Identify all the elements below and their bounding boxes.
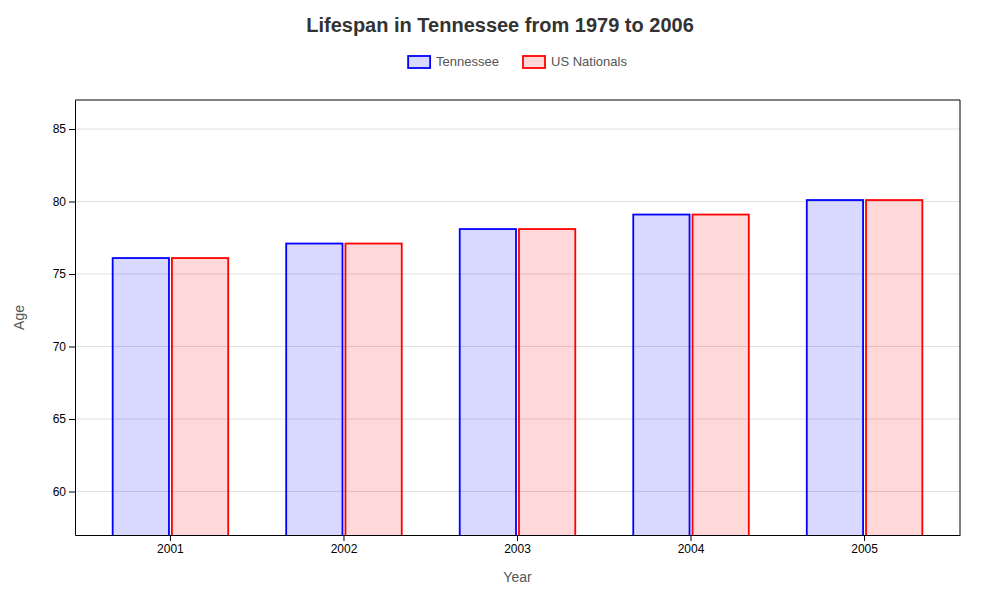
x-tick-mark [517, 535, 518, 541]
x-tick: 2005 [851, 535, 878, 556]
y-tick-label: 85 [53, 122, 67, 136]
x-axis-title: Year [503, 569, 532, 585]
x-tick-label: 2002 [331, 542, 358, 556]
frame [960, 100, 961, 535]
legend-label: US Nationals [551, 54, 627, 69]
x-tick: 2003 [504, 535, 531, 556]
y-tick-label: 70 [53, 340, 67, 354]
chart: Lifespan in Tennessee from 1979 to 2006 6… [0, 0, 1000, 600]
x-tick-label: 2003 [504, 542, 531, 556]
bar-series [172, 200, 922, 535]
y-tick: 70 [53, 340, 75, 354]
frame [75, 100, 960, 101]
bar [693, 215, 749, 535]
bar [172, 258, 228, 535]
bar [286, 244, 342, 535]
y-tick: 60 [53, 485, 75, 499]
y-tick-label: 65 [53, 412, 67, 426]
legend-item: Tennessee [408, 54, 499, 69]
plot: 60 65 70 75 80 85 2001 2002 2003 2004 2005 [53, 100, 961, 600]
y-tick: 85 [53, 122, 75, 136]
y-tick-label: 60 [53, 485, 67, 499]
title: Lifespan in Tennessee from 1979 to 2006 [306, 14, 694, 36]
x-tick: 2002 [331, 535, 358, 556]
y-tick-mark [69, 347, 75, 348]
x-tick-mark [691, 535, 692, 541]
x-tick: 2004 [678, 535, 705, 556]
y-tick-mark [69, 274, 75, 275]
bar [345, 244, 401, 535]
y-tick-label: 80 [53, 195, 67, 209]
y-tick-mark [69, 492, 75, 493]
legend: Tennessee US Nationals [408, 54, 627, 69]
bar-series [113, 200, 863, 535]
y-axis-line [75, 101, 76, 536]
bar [460, 229, 516, 535]
legend-label: Tennessee [436, 54, 499, 69]
bar [866, 200, 922, 535]
legend-item: US Nationals [523, 54, 627, 69]
x-tick: 2001 [157, 535, 184, 556]
y-tick: 65 [53, 412, 75, 426]
legend-swatch [523, 56, 545, 68]
legend-swatch [408, 56, 430, 68]
y-tick: 80 [53, 195, 75, 209]
grid-line [75, 129, 960, 130]
y-axis: 60 65 70 75 80 85 [53, 101, 76, 536]
x-axis: 2001 2002 2003 2004 2005 [76, 535, 961, 556]
y-tick-mark [69, 129, 75, 130]
bars [113, 200, 923, 535]
bar [113, 258, 169, 535]
y-axis-title: Age [11, 305, 27, 330]
x-tick-mark [170, 535, 171, 541]
x-tick-label: 2001 [157, 542, 184, 556]
bar [633, 215, 689, 535]
bar [807, 200, 863, 535]
bar [519, 229, 575, 535]
y-tick: 75 [53, 267, 75, 281]
x-tick-mark [864, 535, 865, 541]
x-tick-mark [343, 535, 344, 541]
y-tick-mark [69, 202, 75, 203]
x-tick-label: 2004 [678, 542, 705, 556]
y-tick-mark [69, 419, 75, 420]
x-tick-label: 2005 [851, 542, 878, 556]
y-tick-label: 75 [53, 267, 67, 281]
